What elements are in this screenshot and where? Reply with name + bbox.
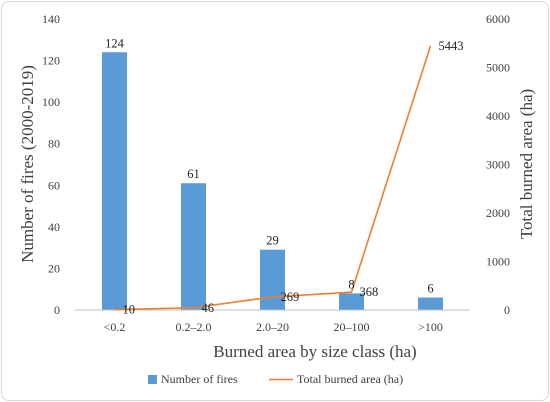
bar xyxy=(418,297,443,310)
y2-tick-label: 4000 xyxy=(486,109,510,123)
bar-data-label: 61 xyxy=(187,167,200,181)
y2-axis-ticks: 0 1000 2000 3000 4000 5000 6000 xyxy=(486,12,510,317)
line-data-label: 46 xyxy=(202,301,215,315)
y-tick-label: 40 xyxy=(48,220,60,234)
x-axis-ticks: <0.2 0.2–2.0 2.0–20 20–100 >100 xyxy=(104,320,443,334)
bar-data-label: 29 xyxy=(266,234,279,248)
y2-tick-label: 5000 xyxy=(486,61,510,75)
line-data-label: 5443 xyxy=(439,39,464,53)
y-tick-label: 120 xyxy=(42,54,60,68)
y-tick-label: 60 xyxy=(48,178,60,192)
legend-label-bars: Number of fires xyxy=(161,372,238,386)
y2-tick-label: 0 xyxy=(504,303,510,317)
series-line xyxy=(114,45,432,311)
line-series xyxy=(114,45,432,311)
bar xyxy=(181,183,206,310)
legend-label-line: Total burned area (ha) xyxy=(297,372,403,386)
bar-data-label: 6 xyxy=(427,282,433,296)
x-tick-label: <0.2 xyxy=(104,320,126,334)
y2-tick-label: 1000 xyxy=(486,255,510,269)
y-axis-ticks: 0 20 40 60 80 100 120 140 xyxy=(42,12,60,317)
y-axis-title: Number of fires (2000-2019) xyxy=(18,65,37,263)
y-tick-label: 20 xyxy=(48,261,60,275)
y2-tick-label: 6000 xyxy=(486,12,510,26)
x-axis-title: Burned area by size class (ha) xyxy=(213,342,416,361)
legend-swatch-bars xyxy=(148,375,157,384)
x-tick-label: 0.2–2.0 xyxy=(176,320,212,334)
y-tick-label: 80 xyxy=(48,137,60,151)
bar xyxy=(102,52,127,310)
y2-tick-label: 3000 xyxy=(486,158,510,172)
x-tick-label: >100 xyxy=(418,320,443,334)
y-tick-label: 140 xyxy=(42,12,60,26)
bar-data-label: 124 xyxy=(105,36,125,50)
y-tick-label: 100 xyxy=(42,95,60,109)
y-tick-label: 0 xyxy=(54,303,60,317)
line-data-label: 269 xyxy=(281,290,300,304)
y2-tick-label: 2000 xyxy=(486,206,510,220)
bar xyxy=(260,249,285,310)
x-tick-label: 20–100 xyxy=(334,320,370,334)
line-data-label: 368 xyxy=(360,285,379,299)
line-data-label: 10 xyxy=(123,303,136,317)
y2-axis-title: Total burned area (ha) xyxy=(517,89,536,239)
bar-series xyxy=(102,52,443,310)
legend: Number of fires Total burned area (ha) xyxy=(148,372,403,386)
data-labels: 124 61 29 8 6 10 46 269 368 5443 xyxy=(105,36,463,316)
x-tick-label: 2.0–20 xyxy=(256,320,289,334)
bar xyxy=(339,293,364,310)
bar-data-label: 8 xyxy=(348,277,354,291)
